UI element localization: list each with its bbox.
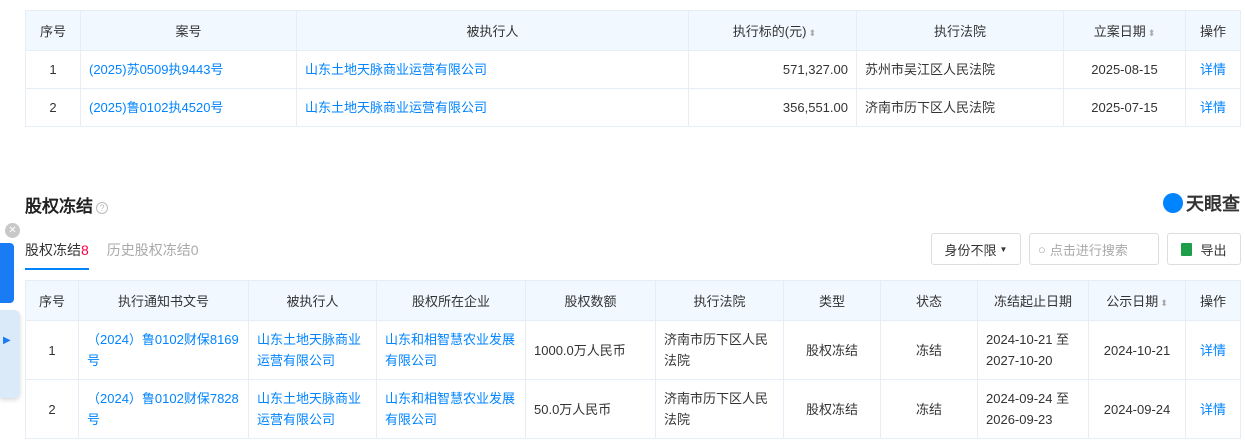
amount: 571,327.00 (688, 50, 857, 89)
company-link[interactable]: 山东和相智慧农业发展有限公司 (385, 391, 516, 427)
identity-filter-dropdown[interactable]: 身份不限 ▼ (931, 233, 1021, 265)
tab-equity-freeze[interactable]: 股权冻结8 (25, 240, 89, 270)
floating-player-widget[interactable]: ▶ (0, 310, 20, 398)
date: 2024-09-24 (1088, 379, 1186, 439)
col-action: 操作 (1185, 10, 1241, 51)
col-date-label: 公示日期 (1106, 294, 1159, 309)
party-link[interactable]: 山东土地天脉商业运营有限公司 (305, 100, 488, 115)
col-amount[interactable]: 执行标的(元) ⬍ (688, 10, 857, 51)
case-link[interactable]: (2025)鲁0102执4520号 (89, 100, 224, 115)
court: 济南市历下区人民法院 (655, 320, 784, 380)
help-icon[interactable]: ? (96, 201, 108, 214)
floating-widget[interactable] (0, 243, 14, 303)
col-date[interactable]: 公示日期 ⬍ (1088, 280, 1186, 321)
detail-link[interactable]: 详情 (1199, 342, 1226, 358)
logo-icon (1163, 193, 1183, 213)
col-court: 执行法院 (655, 280, 784, 321)
court: 苏州市吴江区人民法院 (856, 50, 1064, 89)
type: 股权冻结 (783, 320, 881, 380)
col-status: 状态 (880, 280, 978, 321)
date: 2025-08-15 (1063, 50, 1186, 89)
amount: 50.0万人民币 (525, 379, 656, 439)
search-placeholder: 点击进行搜索 (1049, 242, 1128, 258)
table-header: 序号 执行通知书文号 被执行人 股权所在企业 股权数额 执行法院 类型 状态 冻… (25, 280, 1241, 321)
col-doc: 执行通知书文号 (78, 280, 249, 321)
table-row: 1 （2024）鲁0102财保8169号 山东土地天脉商业运营有限公司 山东和相… (25, 320, 1241, 380)
date: 2024-10-21 (1088, 320, 1186, 380)
status: 冻结 (880, 320, 978, 380)
table-header: 序号 案号 被执行人 执行标的(元) ⬍ 执行法院 立案日期 ⬍ 操作 (25, 10, 1241, 51)
logo-text: 天眼查 (1186, 194, 1240, 214)
period: 2024-10-21 至 2027-10-20 (977, 320, 1089, 380)
tab-count: 8 (81, 242, 89, 258)
doc-link[interactable]: （2024）鲁0102财保7828号 (87, 391, 239, 427)
row-no: 2 (25, 379, 79, 439)
col-period: 冻结起止日期 (977, 280, 1089, 321)
party-link[interactable]: 山东土地天脉商业运营有限公司 (257, 332, 362, 368)
col-action: 操作 (1185, 280, 1241, 321)
excel-icon (1181, 242, 1193, 256)
court: 济南市历下区人民法院 (655, 379, 784, 439)
col-court: 执行法院 (856, 10, 1064, 51)
court: 济南市历下区人民法院 (856, 88, 1064, 127)
play-icon: ▶ (3, 335, 11, 346)
status: 冻结 (880, 379, 978, 439)
detail-link[interactable]: 详情 (1199, 401, 1226, 417)
table-row: 1 (2025)苏0509执9443号 山东土地天脉商业运营有限公司 571,3… (25, 50, 1241, 89)
tianyancha-logo: 天眼查 (1163, 190, 1240, 216)
col-amount: 股权数额 (525, 280, 656, 321)
enforcement-table: 序号 案号 被执行人 执行标的(元) ⬍ 执行法院 立案日期 ⬍ 操作 1 (202… (25, 10, 1241, 127)
search-icon: ○ (1038, 241, 1046, 257)
table-row: 2 （2024）鲁0102财保7828号 山东土地天脉商业运营有限公司 山东和相… (25, 379, 1241, 439)
filter-label: 身份不限 (944, 242, 997, 258)
case-link[interactable]: (2025)苏0509执9443号 (89, 62, 224, 77)
period: 2024-09-24 至 2026-09-23 (977, 379, 1089, 439)
col-party: 被执行人 (296, 10, 689, 51)
export-button[interactable]: 导出 (1167, 233, 1241, 265)
col-amount-label: 执行标的(元) (732, 24, 807, 39)
tab-label: 历史股权冻结 (106, 242, 191, 258)
col-company: 股权所在企业 (376, 280, 526, 321)
row-no: 2 (25, 88, 81, 127)
party-link[interactable]: 山东土地天脉商业运营有限公司 (305, 62, 488, 77)
col-no: 序号 (25, 10, 81, 51)
detail-link[interactable]: 详情 (1199, 62, 1226, 77)
search-input[interactable]: ○ 点击进行搜索 (1029, 233, 1159, 265)
col-no: 序号 (25, 280, 79, 321)
sort-icon[interactable]: ⬍ (808, 28, 816, 38)
section-title: 股权冻结? (25, 192, 108, 217)
section-title-text: 股权冻结 (25, 197, 93, 216)
company-link[interactable]: 山东和相智慧农业发展有限公司 (385, 332, 516, 368)
close-icon[interactable]: ✕ (5, 223, 20, 238)
tabs: 股权冻结8 历史股权冻结0 (25, 240, 199, 270)
tab-count: 0 (190, 242, 199, 258)
amount: 1000.0万人民币 (525, 320, 656, 380)
type: 股权冻结 (783, 379, 881, 439)
amount: 356,551.00 (688, 88, 857, 127)
row-no: 1 (25, 320, 79, 380)
col-type: 类型 (783, 280, 881, 321)
detail-link[interactable]: 详情 (1199, 100, 1226, 115)
caret-down-icon: ▼ (999, 244, 1008, 254)
sort-icon[interactable]: ⬍ (1147, 28, 1156, 38)
col-date[interactable]: 立案日期 ⬍ (1063, 10, 1186, 51)
col-case: 案号 (80, 10, 297, 51)
equity-freeze-table: 序号 执行通知书文号 被执行人 股权所在企业 股权数额 执行法院 类型 状态 冻… (25, 280, 1241, 439)
sort-icon[interactable]: ⬍ (1160, 298, 1168, 308)
col-date-label: 立案日期 (1093, 24, 1146, 39)
col-party: 被执行人 (248, 280, 377, 321)
export-label: 导出 (1200, 242, 1227, 258)
doc-link[interactable]: （2024）鲁0102财保8169号 (87, 332, 239, 368)
party-link[interactable]: 山东土地天脉商业运营有限公司 (257, 391, 362, 427)
row-no: 1 (25, 50, 81, 89)
table-row: 2 (2025)鲁0102执4520号 山东土地天脉商业运营有限公司 356,5… (25, 88, 1241, 127)
tab-history-equity-freeze[interactable]: 历史股权冻结0 (107, 240, 199, 270)
date: 2025-07-15 (1063, 88, 1186, 127)
tab-label: 股权冻结 (25, 242, 81, 258)
